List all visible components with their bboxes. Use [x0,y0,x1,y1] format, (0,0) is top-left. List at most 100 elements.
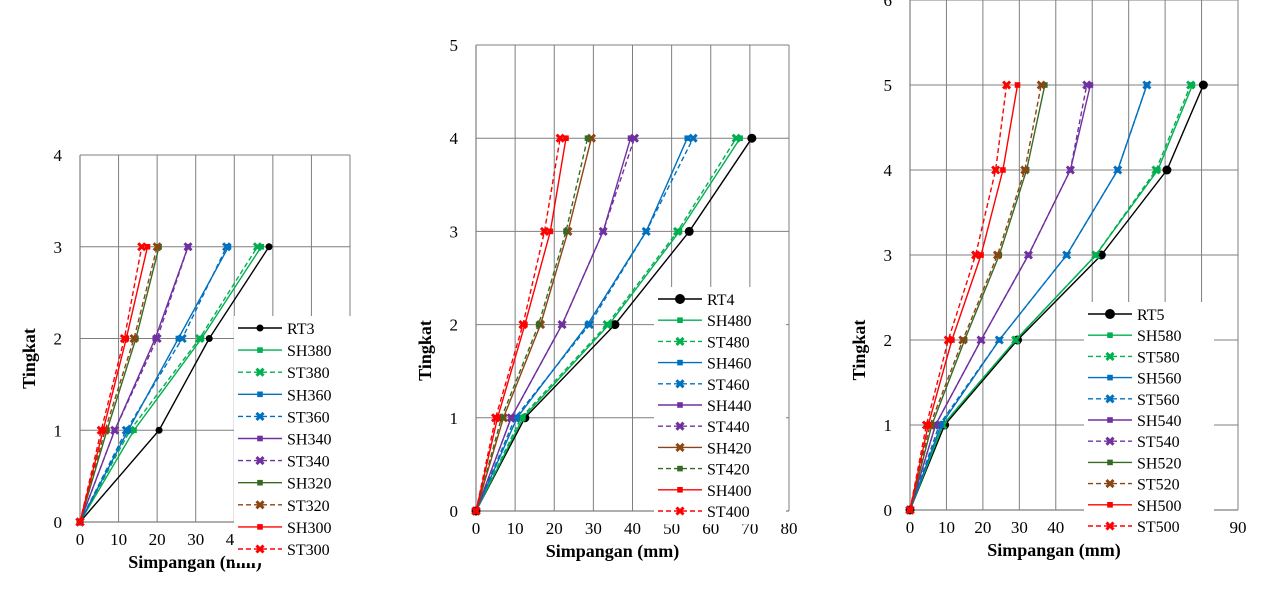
series-ST560 [905,80,1152,515]
data-point [1113,165,1123,175]
y-tick-label: 2 [884,331,893,350]
data-point [747,133,757,143]
y-axis-title: Tingkat [415,320,435,381]
x-tick-label: 30 [1011,518,1028,537]
x-tick-label: 20 [546,519,563,538]
legend-label: ST300 [287,542,330,559]
legend: RT4 SH480 ST480 SH460 ST460 SH440 ST440 SH420 ST… [654,287,786,525]
x-tick-label: 0 [472,519,481,538]
legend-marker [677,359,683,366]
y-tick-label: 3 [884,246,893,265]
data-point [175,335,182,342]
data-point [131,427,137,434]
legend-marker [1105,436,1115,446]
data-point [152,333,162,344]
data-point [121,425,131,435]
legend-marker [675,379,685,389]
data-point [539,226,550,236]
series-ST340 [75,242,193,527]
data-point [1036,80,1046,90]
legend-marker [257,391,263,398]
legend-marker [675,294,685,304]
x-tick-label: 40 [1047,518,1064,537]
data-point [672,226,683,236]
data-point [96,425,106,435]
data-point [144,243,151,250]
y-tick-label: 1 [884,416,893,435]
data-point [506,413,516,423]
data-point [183,242,193,252]
legend-label: ST400 [707,504,750,521]
data-point [949,337,955,343]
data-point [684,135,691,141]
data-point [943,335,953,345]
series-line [909,84,1192,511]
data-point [629,133,640,143]
legend-label: SH440 [707,398,751,415]
x-tick-label: 30 [585,519,602,538]
series-ST360 [75,242,232,527]
legend-marker [255,367,265,377]
data-point [177,333,187,344]
series-line [79,246,230,523]
series-ST520 [905,80,1046,515]
legend-marker [677,402,683,408]
y-tick-label: 2 [54,330,63,349]
legend-label: ST580 [1137,349,1180,366]
series-line [475,137,737,512]
legend-marker [255,411,265,421]
legend-label: ST420 [707,462,750,479]
data-point [994,335,1004,345]
data-point [598,226,608,236]
data-point [684,226,694,236]
x-tick-label: 20 [974,518,991,537]
data-point [252,242,262,252]
legend-marker [677,465,683,472]
legend-marker [257,347,263,353]
legend-background [234,316,366,564]
data-point [991,165,1001,175]
y-tick-label: 0 [450,502,459,521]
data-point [737,135,743,141]
legend-marker [1107,374,1113,381]
legend-marker [1105,521,1115,531]
data-point [498,415,505,421]
data-point [491,413,501,423]
x-tick-label: 20 [149,530,166,549]
legend-label: RT4 [707,292,734,309]
y-tick-label: 2 [450,316,459,335]
data-point [1062,250,1072,260]
y-tick-label: 5 [884,76,893,95]
legend-label: ST500 [1137,519,1180,536]
series-line [79,246,160,523]
series-line [909,84,1019,511]
legend-marker [255,500,265,510]
legend-label: ST560 [1137,392,1180,409]
series-line [79,246,259,523]
legend-label: ST540 [1137,434,1180,451]
legend-label: SH500 [1137,498,1181,515]
data-point [1065,165,1075,175]
series-line [475,137,636,512]
data-point [195,333,205,344]
series-ST400 [471,133,565,516]
legend-label: ST360 [287,409,330,426]
x-tick-label: 90 [1230,518,1247,537]
legend-label: SH340 [287,432,331,449]
data-point [547,228,554,235]
legend: RT5 SH580 ST580 SH560 ST560 SH540 ST540 SH520 ST… [1084,302,1214,540]
series-line [79,246,143,523]
data-point [1162,165,1172,175]
data-point [137,242,147,252]
legend-label: SH360 [287,387,331,404]
legend-label: SH460 [707,356,751,373]
y-tick-label: 6 [884,0,893,10]
data-point [222,242,232,252]
data-point [75,517,85,527]
data-point [155,426,163,434]
data-point [1000,167,1006,173]
series-line [79,246,262,523]
legend-label: ST340 [287,454,330,471]
